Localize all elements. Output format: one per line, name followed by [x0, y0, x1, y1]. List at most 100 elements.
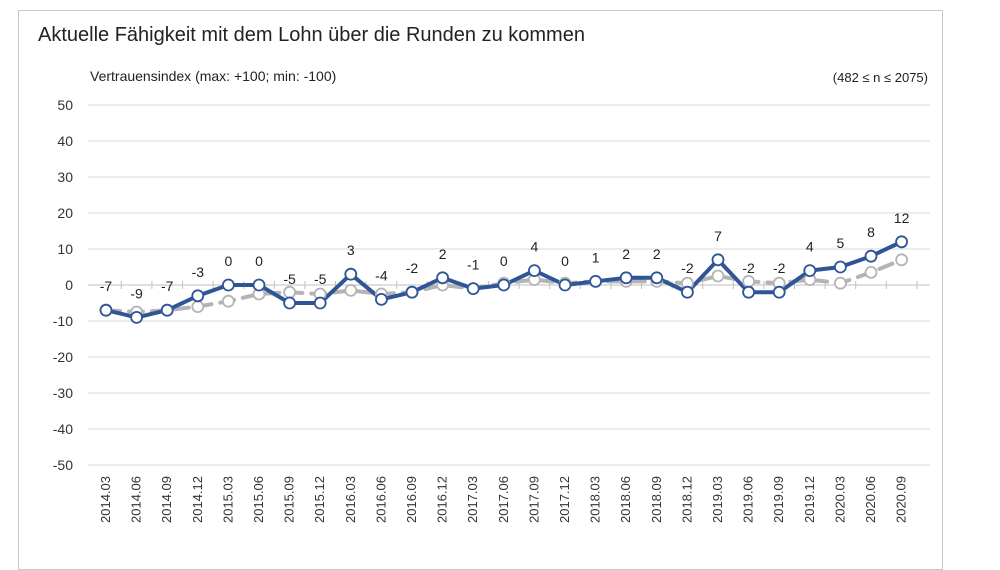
y-tick-label: -10: [53, 313, 73, 329]
data-point-blue: [864, 249, 878, 263]
data-point-blue: [374, 292, 388, 306]
x-tick-label: 2018.12: [679, 476, 694, 523]
data-label: 2: [653, 246, 661, 262]
x-tick-label: 2015.09: [282, 476, 297, 523]
data-point-gray: [191, 300, 205, 314]
data-label: -9: [130, 285, 143, 301]
x-tick-label: 2017.03: [465, 476, 480, 523]
data-label: -1: [467, 257, 480, 273]
data-point-blue: [803, 264, 817, 278]
data-label: 4: [531, 239, 539, 255]
data-label: 0: [561, 253, 569, 269]
data-point-blue: [466, 282, 480, 296]
data-label: 12: [894, 210, 910, 226]
y-tick-label: 40: [57, 133, 73, 149]
y-tick-label: -40: [53, 421, 73, 437]
y-tick-label: -30: [53, 385, 73, 401]
chart-title: Aktuelle Fähigkeit mit dem Lohn über die…: [38, 24, 585, 46]
x-tick-label: 2017.12: [557, 476, 572, 523]
data-point-blue: [436, 271, 450, 285]
data-label: -7: [161, 278, 174, 294]
data-point-blue: [497, 278, 511, 292]
data-label: -2: [742, 260, 755, 276]
data-label: 7: [714, 228, 722, 244]
y-tick-label: 20: [57, 205, 73, 221]
y-tick-label: 30: [57, 169, 73, 185]
data-label: 0: [225, 253, 233, 269]
y-tick-label: -20: [53, 349, 73, 365]
x-tick-label: 2020.06: [863, 476, 878, 523]
data-label: -2: [406, 260, 419, 276]
y-tick-label: 10: [57, 241, 73, 257]
data-point-blue: [895, 235, 908, 249]
data-point-blue: [130, 310, 144, 324]
x-tick-label: 2015.06: [251, 476, 266, 523]
data-point-blue: [558, 278, 572, 292]
data-point-gray: [895, 253, 908, 267]
data-point-blue: [160, 303, 174, 317]
x-tick-label: 2018.09: [649, 476, 664, 523]
x-tick-label: 2016.03: [343, 476, 358, 523]
y-tick-label: -50: [53, 457, 73, 473]
data-point-blue: [405, 285, 419, 299]
x-tick-label: 2014.12: [190, 476, 205, 523]
y-axis-label: Vertrauensindex (max: +100; min: -100): [90, 68, 337, 84]
x-tick-label: 2019.12: [802, 476, 817, 523]
data-point-gray: [344, 283, 358, 297]
data-point-blue: [711, 253, 725, 267]
x-tick-label: 2014.06: [129, 476, 144, 523]
data-point-blue: [772, 285, 786, 299]
data-label: 1: [592, 249, 600, 265]
data-point-blue: [344, 267, 358, 281]
data-point-gray: [283, 285, 297, 299]
data-point-blue: [834, 260, 847, 274]
data-label: -5: [283, 271, 296, 287]
y-tick-label: 50: [57, 97, 73, 113]
data-label: -5: [314, 271, 327, 287]
data-label: -2: [773, 260, 786, 276]
data-label: 2: [439, 246, 447, 262]
x-tick-label: 2019.06: [741, 476, 756, 523]
data-point-blue: [742, 285, 755, 299]
data-point-gray: [711, 269, 725, 283]
x-tick-label: 2014.03: [98, 476, 113, 523]
data-point-gray: [742, 274, 755, 288]
data-label: 8: [867, 224, 875, 240]
x-tick-label: 2018.03: [588, 476, 603, 523]
data-point-blue: [589, 274, 602, 288]
data-label: 3: [347, 242, 355, 258]
data-point-gray: [221, 294, 235, 308]
y-tick-label: 0: [65, 277, 73, 293]
data-label: -3: [192, 264, 205, 280]
sample-size-note: (482 ≤ n ≤ 2075): [832, 70, 928, 85]
data-label: 5: [837, 235, 845, 251]
data-point-gray: [834, 276, 847, 290]
data-label: 2: [622, 246, 630, 262]
x-tick-label: 2015.12: [312, 476, 327, 523]
data-label: 4: [806, 239, 814, 255]
data-label: -4: [375, 267, 388, 283]
x-tick-label: 2015.03: [220, 476, 235, 523]
x-tick-label: 2019.09: [771, 476, 786, 523]
data-point-blue: [252, 278, 266, 292]
data-point-blue: [99, 303, 113, 317]
x-tick-label: 2017.09: [526, 476, 541, 523]
data-label: -2: [681, 260, 694, 276]
x-tick-label: 2018.06: [618, 476, 633, 523]
x-tick-label: 2016.12: [435, 476, 450, 523]
data-point-blue: [681, 285, 694, 299]
data-point-blue: [221, 278, 235, 292]
x-tick-label: 2016.09: [404, 476, 419, 523]
data-label: 0: [500, 253, 508, 269]
data-label: 0: [255, 253, 263, 269]
x-tick-label: 2019.03: [710, 476, 725, 523]
x-tick-label: 2017.06: [496, 476, 511, 523]
data-point-blue: [650, 271, 664, 285]
data-point-blue: [528, 264, 541, 278]
data-point-gray: [864, 265, 878, 279]
x-tick-label: 2020.03: [832, 476, 847, 523]
data-point-blue: [313, 296, 327, 310]
x-tick-label: 2020.09: [894, 476, 909, 523]
chart-frame: [18, 10, 943, 570]
